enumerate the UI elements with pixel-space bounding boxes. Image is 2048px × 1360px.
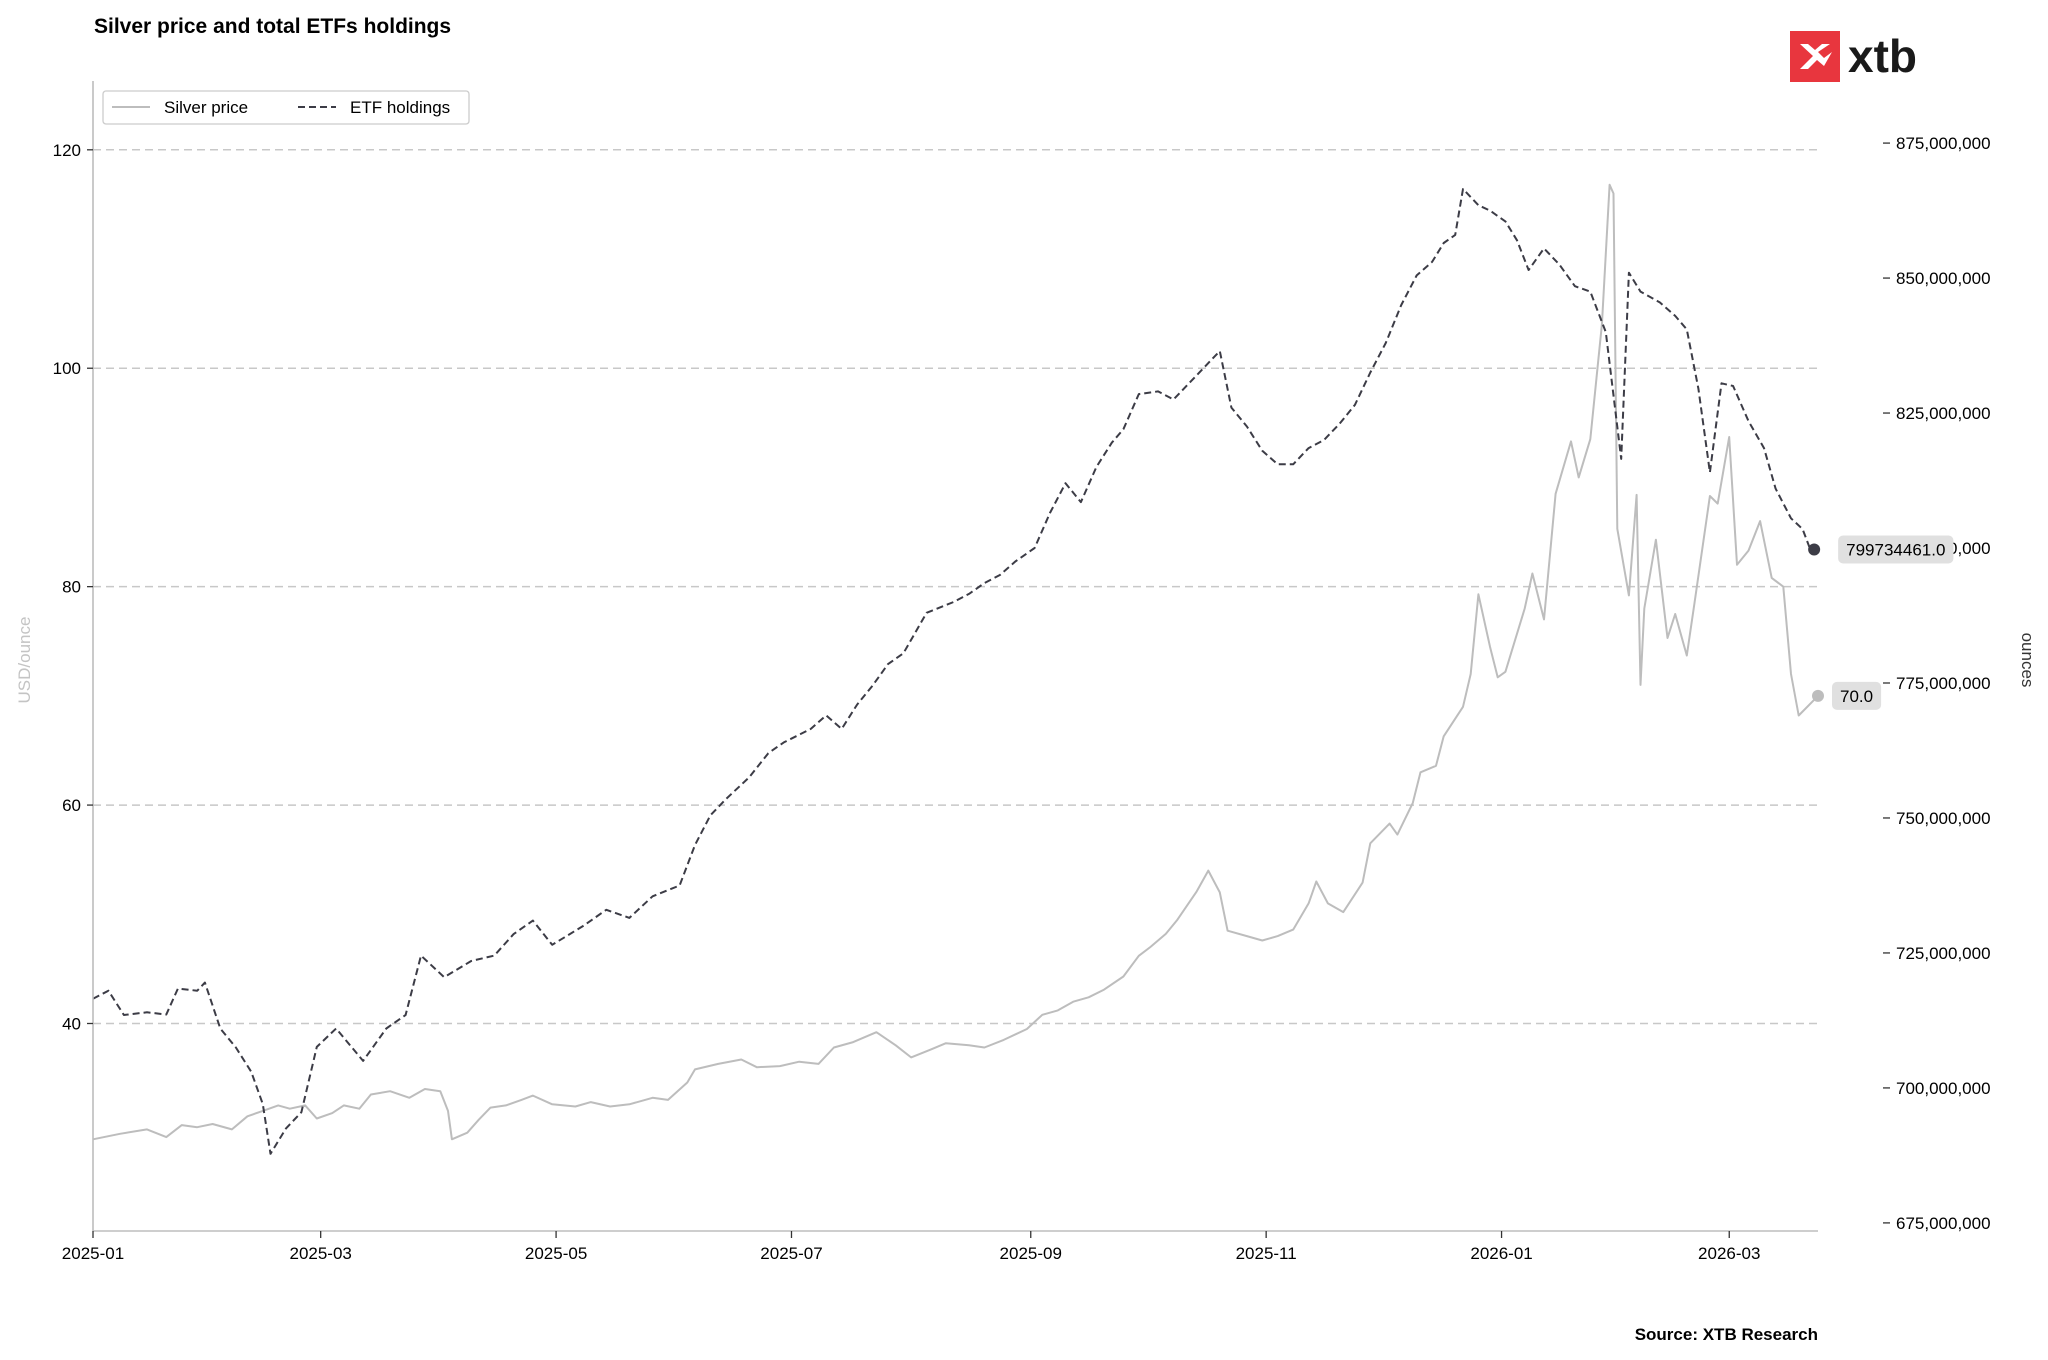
right-tick-label: 875,000,000 bbox=[1896, 134, 1991, 153]
right-tick-label: 675,000,000 bbox=[1896, 1214, 1991, 1233]
grid-lines bbox=[93, 149, 1818, 1025]
right-tick-label: 725,000,000 bbox=[1896, 944, 1991, 963]
x-axis-ticks: 2025-01 2025-03 2025-05 2025-07 2025-09 2025-… bbox=[62, 1231, 1760, 1263]
last-value-dot bbox=[1808, 543, 1821, 556]
x-tick-label: 2025-07 bbox=[760, 1244, 822, 1263]
left-tick-label: 100 bbox=[53, 359, 81, 378]
x-tick-label: 2025-03 bbox=[289, 1244, 351, 1263]
last-value-label-text: 799734461.0 bbox=[1846, 540, 1945, 559]
left-tick-label: 60 bbox=[62, 796, 81, 815]
last-value-label-text: 70.0 bbox=[1840, 687, 1873, 706]
last-value-label-box bbox=[1838, 535, 1954, 564]
last-value-label-box bbox=[1832, 681, 1882, 710]
brand-logo-arrow-icon bbox=[1800, 44, 1832, 69]
right-tick-label: 850,000,000 bbox=[1896, 269, 1991, 288]
brand-logo: xtb bbox=[1790, 30, 1917, 82]
x-tick-label: 2026-01 bbox=[1470, 1244, 1532, 1263]
right-tick-label: 825,000,000 bbox=[1896, 404, 1991, 423]
last-value-label: 70.0 bbox=[1832, 681, 1882, 710]
last-value-callouts: 799734461.0 70.0 bbox=[1808, 535, 1954, 710]
x-tick-label: 2026-03 bbox=[1698, 1244, 1760, 1263]
series-layer bbox=[92, 183, 1819, 1155]
legend-frame bbox=[102, 90, 470, 125]
left-tick-label: 40 bbox=[62, 1014, 81, 1033]
chart-title: Silver price and total ETFs holdings bbox=[94, 15, 451, 38]
legend: Silver price ETF holdings bbox=[102, 90, 470, 125]
brand-logo-text: xtb bbox=[1848, 30, 1917, 82]
left-axis-label: USD/ounce bbox=[15, 617, 34, 704]
left-tick-label: 120 bbox=[53, 141, 81, 160]
source-note: Source: XTB Research bbox=[1635, 1325, 1818, 1344]
legend-label-silver: Silver price bbox=[164, 98, 248, 117]
x-tick-label: 2025-01 bbox=[62, 1244, 124, 1263]
right-tick-label: 700,000,000 bbox=[1896, 1079, 1991, 1098]
right-axis-label: ounces bbox=[2018, 633, 2037, 688]
right-tick-label: 775,000,000 bbox=[1896, 674, 1991, 693]
left-axis-ticks: 40 60 80 100 120 bbox=[53, 141, 93, 1033]
right-axis-ticks: 675,000,000 700,000,000 725,000,000 750,000… bbox=[1883, 134, 1991, 1233]
x-tick-label: 2025-11 bbox=[1236, 1244, 1297, 1263]
series-line-silver-price bbox=[92, 183, 1819, 1141]
last-value-label: 799734461.0 bbox=[1838, 535, 1954, 564]
left-tick-label: 80 bbox=[62, 578, 81, 597]
last-value-dot bbox=[1812, 689, 1824, 702]
x-tick-label: 2025-05 bbox=[525, 1244, 587, 1263]
legend-label-etf: ETF holdings bbox=[350, 98, 450, 117]
right-tick-label: 750,000,000 bbox=[1896, 809, 1991, 828]
x-tick-label: 2025-09 bbox=[1000, 1244, 1062, 1263]
series-line-etf-holdings bbox=[92, 188, 1812, 1155]
